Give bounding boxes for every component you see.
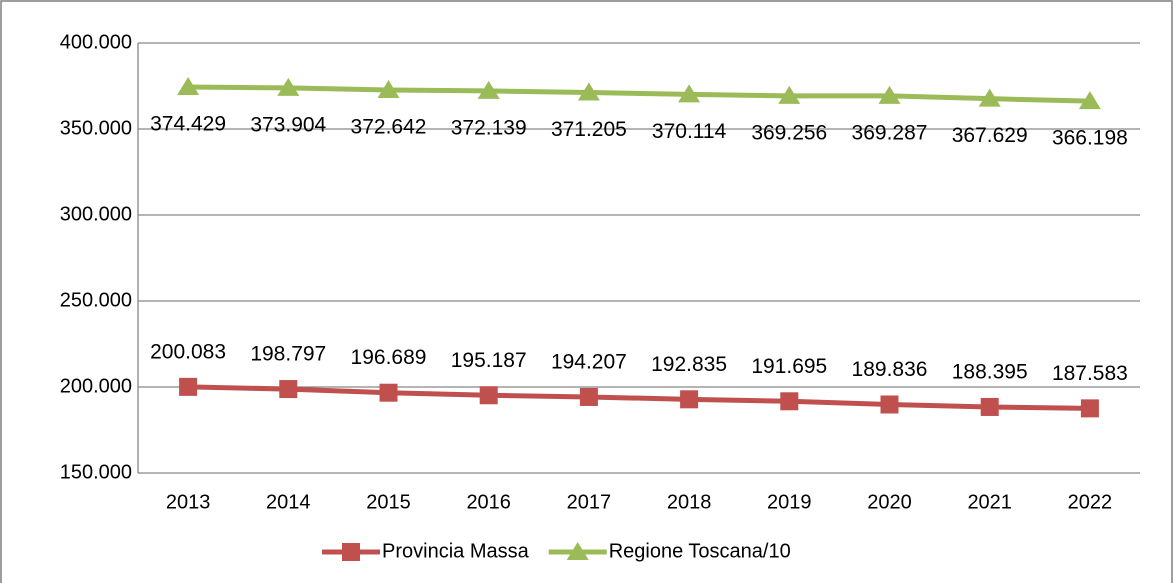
x-tick-label: 2014 [266,491,311,513]
marker [177,76,200,95]
data-label: 192.835 [651,353,727,376]
data-label: 196.689 [351,346,427,369]
legend-label: Regione Toscana/10 [609,540,791,562]
marker [577,82,600,101]
marker [479,386,498,405]
y-tick-label: 150.000 [60,461,132,483]
marker [878,85,901,104]
y-tick-label: 300.000 [60,203,132,225]
marker [566,542,589,560]
marker [678,84,701,103]
x-tick-label: 2015 [366,491,411,513]
marker [978,88,1001,107]
marker [342,543,360,561]
x-tick-label: 2020 [867,491,912,513]
data-label: 194.207 [551,351,627,374]
x-tick-label: 2013 [166,491,211,513]
data-label: 367.629 [952,124,1028,147]
marker [880,395,899,414]
data-label: 198.797 [250,343,326,366]
data-label: 373.904 [250,113,326,136]
marker [680,390,699,409]
y-tick-label: 400.000 [60,31,132,53]
data-label: 191.695 [751,355,827,378]
marker [980,397,999,416]
series-line [188,384,1090,411]
marker [778,85,801,104]
legend-label: Provincia Massa [382,540,530,562]
data-label: 369.256 [751,121,827,144]
y-tick-label: 200.000 [60,375,132,397]
x-tick-label: 2022 [1068,491,1113,513]
marker [1078,91,1101,110]
x-tick-label: 2017 [567,491,612,513]
x-tick-label: 2016 [466,491,511,513]
data-label: 366.198 [1052,127,1128,150]
marker [379,383,398,402]
marker [780,392,799,411]
marker [179,377,198,396]
marker [277,77,300,96]
data-label: 372.139 [451,116,527,139]
data-label: 188.395 [952,361,1028,384]
marker [377,80,400,99]
marker [477,80,500,99]
marker [579,387,598,406]
data-label: 189.836 [852,358,928,381]
data-label: 370.114 [652,120,727,143]
marker [279,380,298,399]
y-tick-label: 350.000 [60,117,132,139]
y-tick-label: 250.000 [60,289,132,311]
x-tick-label: 2021 [967,491,1012,513]
data-label: 371.205 [551,118,627,141]
data-label: 372.642 [351,116,427,139]
data-label: 187.583 [1052,362,1128,385]
series-line [188,84,1090,104]
x-tick-label: 2018 [667,491,712,513]
marker [1080,399,1099,418]
data-label: 195.187 [451,349,527,372]
x-tick-label: 2019 [767,491,812,513]
data-label: 369.287 [852,121,928,144]
data-label: 374.429 [150,113,226,136]
data-label: 200.083 [150,340,226,363]
